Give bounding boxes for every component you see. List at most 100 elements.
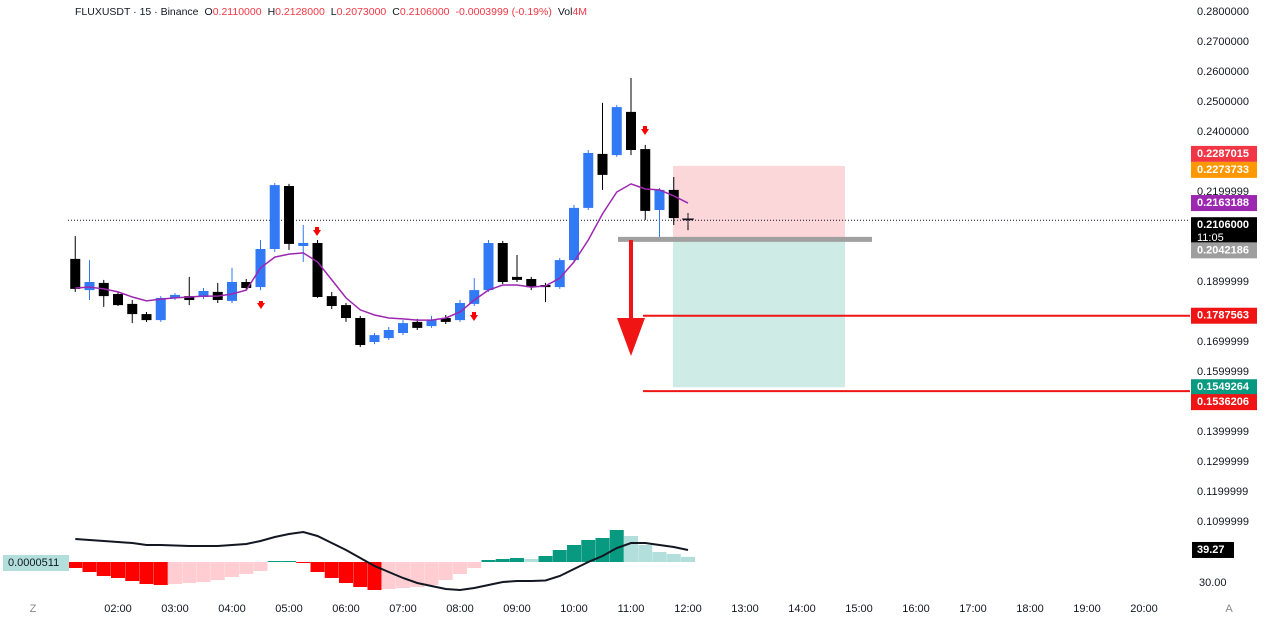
histogram-bar: [609, 530, 624, 562]
candle-body: [412, 321, 423, 328]
price-label-box: [1191, 307, 1257, 324]
histogram-bar: [282, 561, 296, 562]
histogram-bar: [353, 562, 368, 587]
histogram-bar: [510, 558, 524, 562]
x-tick-label: 13:00: [731, 603, 759, 615]
legend-key: L: [331, 6, 337, 18]
y-tick-label: 0.2400000: [1197, 126, 1249, 138]
histogram-bar: [168, 562, 182, 584]
histogram-bar: [481, 560, 496, 562]
price-label: 0.1787563: [1197, 310, 1249, 322]
osc-value: 39.27: [1197, 544, 1225, 556]
candle-body: [654, 189, 665, 210]
x-tick-label: 02:00: [104, 603, 132, 615]
price-label-box: [1191, 394, 1257, 411]
histogram-bar: [153, 562, 168, 585]
histogram-bar: [253, 562, 268, 571]
candle-body: [184, 296, 195, 300]
candle-body: [170, 294, 180, 298]
zoom-button[interactable]: Z: [30, 603, 37, 615]
candle-body: [284, 186, 294, 244]
candle-body: [611, 107, 622, 156]
y-tick-label: 0.1399999: [1197, 426, 1249, 438]
candle-body: [70, 258, 81, 289]
histogram-bar: [424, 562, 439, 585]
histogram-bar: [82, 562, 97, 572]
x-tick-label: 05:00: [275, 603, 303, 615]
price-label: 0.2163188: [1197, 197, 1249, 209]
candle-body: [626, 111, 636, 150]
candle-body: [398, 323, 408, 333]
histogram-bar: [96, 562, 111, 576]
candle-body: [369, 335, 380, 342]
histogram-bar: [111, 562, 125, 578]
candle-body: [227, 282, 237, 301]
candle-body: [597, 153, 608, 175]
y-tick-label: 0.1199999: [1197, 486, 1248, 498]
legend-value: 0.2106000: [400, 6, 450, 18]
histogram-bar: [396, 562, 410, 588]
price-label-box: [1191, 161, 1257, 178]
signals: [257, 126, 649, 321]
y-tick-label: 0.2199999: [1197, 186, 1249, 198]
candle-body: [469, 290, 480, 304]
back-layer: [68, 165, 1190, 393]
signal-arrow: [470, 312, 478, 321]
price-label-box: [1191, 242, 1257, 259]
candle-body: [341, 305, 351, 318]
x-tick-label: 14:00: [788, 603, 816, 615]
legend-key: Vol: [558, 6, 573, 18]
histogram-bar: [581, 540, 596, 562]
histogram-bar: [438, 562, 453, 580]
histogram-bar: [210, 562, 225, 580]
histogram-bar: [453, 562, 467, 574]
x-tick-label: 08:00: [446, 603, 474, 615]
candle-body: [355, 318, 366, 345]
histogram-bar: [467, 562, 482, 568]
x-tick-label: 04:00: [218, 603, 246, 615]
candle-body: [241, 282, 252, 288]
histogram-bar: [567, 545, 581, 562]
histogram-bar: [296, 562, 311, 563]
price-label: 0.2042186: [1197, 244, 1249, 256]
osc-value-box: [1192, 541, 1234, 558]
x-tick-label: 06:00: [332, 603, 360, 615]
histogram-bar: [225, 562, 239, 577]
hist-value-box: [3, 555, 69, 571]
candle-body: [554, 260, 565, 288]
x-tick-label: 20:00: [1130, 603, 1158, 615]
candle-body: [155, 297, 166, 321]
candle-body: [569, 207, 579, 261]
histogram-bar: [666, 554, 681, 562]
auto-button[interactable]: A: [1225, 603, 1233, 615]
histogram-bar: [324, 562, 339, 578]
histogram-bar: [239, 562, 254, 574]
histogram-bar: [196, 562, 211, 582]
histogram-bar: [624, 536, 638, 562]
y-tick-label: 0.2500000: [1197, 96, 1249, 108]
signal-arrow: [641, 126, 649, 135]
x-tick-label: 18:00: [1016, 603, 1044, 615]
histogram-bar: [524, 559, 539, 562]
crosshair: [682, 213, 694, 225]
x-tick-label: 17:00: [959, 603, 987, 615]
x-tick-label: 12:00: [674, 603, 702, 615]
candle-body: [326, 296, 337, 306]
oscillator-line: [75, 530, 689, 592]
candle-body: [512, 276, 522, 280]
symbol: FLUXUSDT · 15 · Binance: [75, 6, 199, 18]
candle-body: [312, 243, 323, 297]
candle-body: [84, 282, 95, 291]
candle-body: [141, 314, 152, 321]
candle-body: [483, 243, 494, 291]
y-tick-label: 0.1899999: [1197, 276, 1249, 288]
down-arrow: [617, 240, 645, 356]
stop-zone: [673, 165, 845, 240]
x-tick-label: 11:00: [618, 603, 645, 615]
candle-body: [440, 318, 451, 322]
y-tick-label: 0.1699999: [1197, 336, 1249, 348]
histogram-bar: [339, 562, 353, 583]
legend-key: H: [268, 6, 276, 18]
